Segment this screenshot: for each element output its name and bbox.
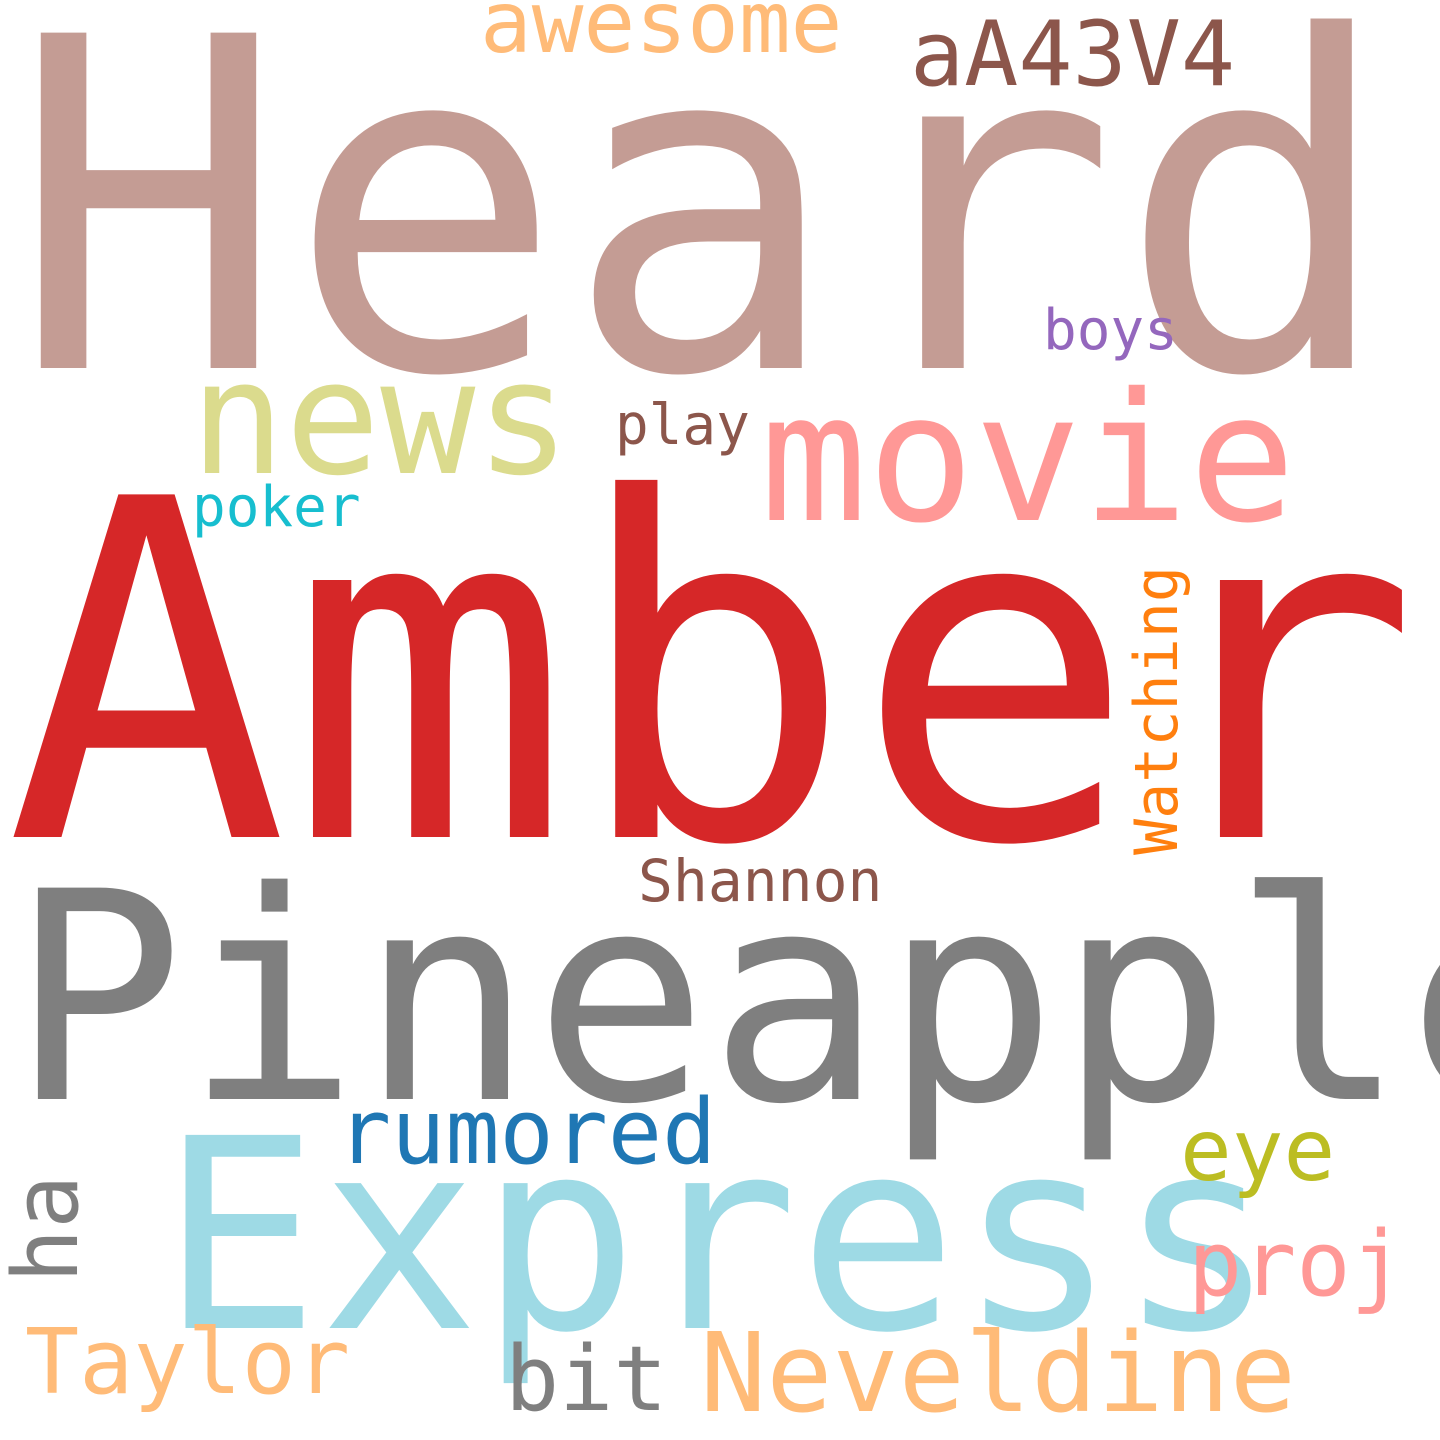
word-shannon: Shannon <box>638 847 883 915</box>
word-poker: poker <box>192 475 361 540</box>
word-pineapple: Pineapple <box>10 831 1440 1168</box>
word-boys: boys <box>1043 298 1178 363</box>
word-express: Express <box>160 1083 1277 1391</box>
word-ha: ha <box>0 1174 99 1283</box>
word-heard: Heard <box>10 0 1395 477</box>
word-awesome: awesome <box>480 0 843 73</box>
word-aA43V4: aA43V4 <box>910 2 1236 107</box>
word-watching: Watching <box>1122 566 1192 855</box>
word-bit: bit <box>505 1327 668 1432</box>
word-amber: Amber <box>5 401 1420 948</box>
word-neveldine: Neveldine <box>700 1309 1297 1437</box>
word-eye: eye <box>1180 1101 1336 1201</box>
word-movie: movie <box>760 355 1296 562</box>
word-news: news <box>190 327 571 511</box>
word-proj: proj <box>1188 1212 1405 1317</box>
word-taylor: Taylor <box>25 1310 351 1415</box>
word-play: play <box>615 393 750 458</box>
word-rumored: rumored <box>337 1080 717 1185</box>
